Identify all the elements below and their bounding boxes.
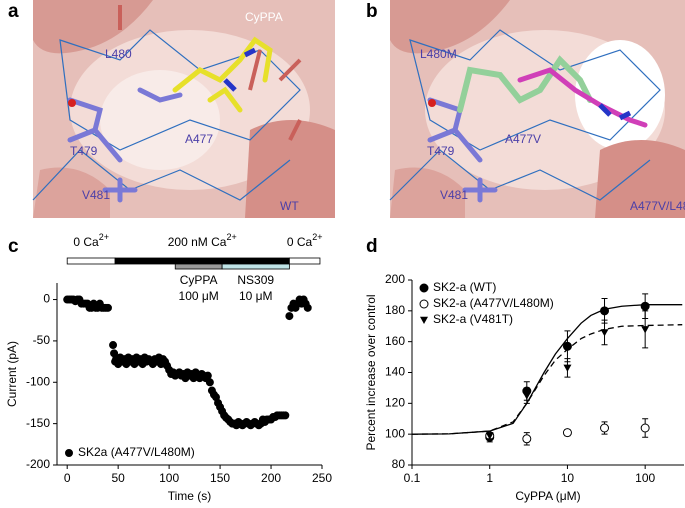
residue-label: WT: [280, 199, 299, 213]
stimulus-text: 0 Ca: [287, 235, 313, 249]
legend-label: SK2a (A477V/L480M): [78, 445, 195, 459]
residue-label: CyPPA: [610, 79, 648, 93]
data-point: [303, 303, 312, 312]
y-tick-label: 100: [385, 426, 405, 440]
residue-label: T479: [427, 144, 455, 158]
legend-marker: [420, 316, 428, 324]
stimulus-text: 0 Ca: [73, 235, 99, 249]
data-point: [109, 341, 118, 350]
residue-label: A477V: [505, 132, 541, 146]
data-point: [522, 434, 532, 444]
data-point: [522, 392, 531, 400]
data-point: [285, 312, 294, 321]
drug-label: 10 μM: [239, 289, 273, 303]
stimulus-sup: 2+: [99, 232, 109, 242]
stimulus-segment: [288, 257, 321, 265]
residue-label: CyPPA: [245, 10, 283, 24]
legend-label: SK2-a (V481T): [433, 312, 513, 326]
stimulus-label: 0 Ca2+: [287, 232, 323, 249]
x-tick-label: 0: [64, 471, 71, 485]
chart: d 80 100 120 140 160 180 200 0.1 1 10 100 CyPPA (μM)…: [364, 236, 684, 503]
stimulus-segment: [114, 257, 290, 265]
data-point: [562, 428, 572, 438]
chart: c 0 -50 -100 -150 -200 0 50 100 150 200 250 Time (s)…: [5, 232, 332, 503]
y-tick-label: 0: [43, 292, 50, 306]
legend-marker: [419, 283, 429, 293]
x-tick-label: 150: [210, 471, 230, 485]
y-tick-label: 120: [385, 396, 405, 410]
y-tick-label: -150: [26, 416, 50, 430]
drug-label: CyPPA: [180, 273, 218, 287]
data-point: [281, 411, 290, 420]
residue-label: A477: [185, 132, 213, 146]
y-tick-label: 80: [392, 457, 406, 471]
y-tick-label: -200: [26, 457, 50, 471]
x-tick-label: 100: [159, 471, 179, 485]
x-tick-label: 50: [111, 471, 125, 485]
y-axis-label: Percent increase over control: [364, 294, 378, 450]
panel-letter: a: [8, 1, 19, 22]
y-tick-label: -100: [26, 374, 50, 388]
panel-letter: d: [366, 236, 378, 257]
structure-a: [32, 0, 335, 218]
charts: c 0 -50 -100 -150 -200 0 50 100 150 200 250 Time (s)…: [5, 232, 684, 503]
stimulus-text: 200 nM Ca: [168, 235, 227, 249]
stimulus-sup: 2+: [312, 232, 322, 242]
x-axis-label: Time (s): [168, 489, 212, 503]
residue-label: L480M: [420, 47, 457, 61]
fit-curve: [411, 324, 683, 435]
stimulus-segment: [174, 263, 223, 270]
stimulus-label: 0 Ca2+: [73, 232, 109, 249]
y-tick-label: 140: [385, 365, 405, 379]
data-point: [563, 364, 572, 372]
x-tick-label: 0.1: [404, 471, 421, 485]
y-tick-label: 200: [385, 272, 405, 286]
stimulus-label: 200 nM Ca2+: [168, 232, 237, 249]
legend-marker: [65, 449, 73, 457]
stimulus-segment: [221, 263, 290, 270]
y-tick-label: -50: [33, 333, 51, 347]
data-point: [562, 341, 572, 351]
panel-letter: b: [366, 1, 378, 22]
x-tick-label: 200: [261, 471, 281, 485]
residue-label: V481: [82, 188, 110, 202]
data-point: [485, 432, 494, 440]
legend-marker: [419, 299, 429, 309]
data-point: [640, 423, 650, 433]
drug-label: 100 μM: [179, 289, 219, 303]
data-point: [205, 378, 214, 387]
panel-letter: c: [8, 236, 19, 257]
data-point: [203, 371, 212, 380]
x-tick-label: 100: [635, 471, 655, 485]
legend-label: SK2-a (A477V/L480M): [433, 296, 554, 310]
data-point: [103, 303, 112, 312]
data-point: [600, 306, 610, 316]
x-axis-label: CyPPA (μM): [515, 489, 580, 503]
data-point: [600, 329, 609, 337]
x-tick-label: 10: [561, 471, 575, 485]
data-point: [600, 423, 610, 433]
y-tick-label: 180: [385, 303, 405, 317]
data-point: [640, 301, 650, 311]
y-tick-label: 160: [385, 334, 405, 348]
data-point: [641, 326, 650, 334]
y-axis-label: Current (pA): [5, 341, 19, 407]
legend-label: SK2-a (WT): [433, 280, 496, 294]
x-tick-label: 1: [486, 471, 493, 485]
structure-b: [389, 0, 685, 218]
residue-label: A477V/L480M: [630, 199, 685, 213]
stimulus-sup: 2+: [226, 232, 236, 242]
residue-label: L480: [105, 47, 132, 61]
panel-labels: a CyPPA L480 A477 T479 V481 WT b L480M CyPPA T479 A…: [8, 1, 685, 213]
residue-label: T479: [70, 144, 98, 158]
drug-label: NS309: [237, 273, 274, 287]
residue-label: V481: [440, 188, 468, 202]
x-tick-label: 250: [312, 471, 332, 485]
stimulus-segment: [66, 257, 116, 265]
